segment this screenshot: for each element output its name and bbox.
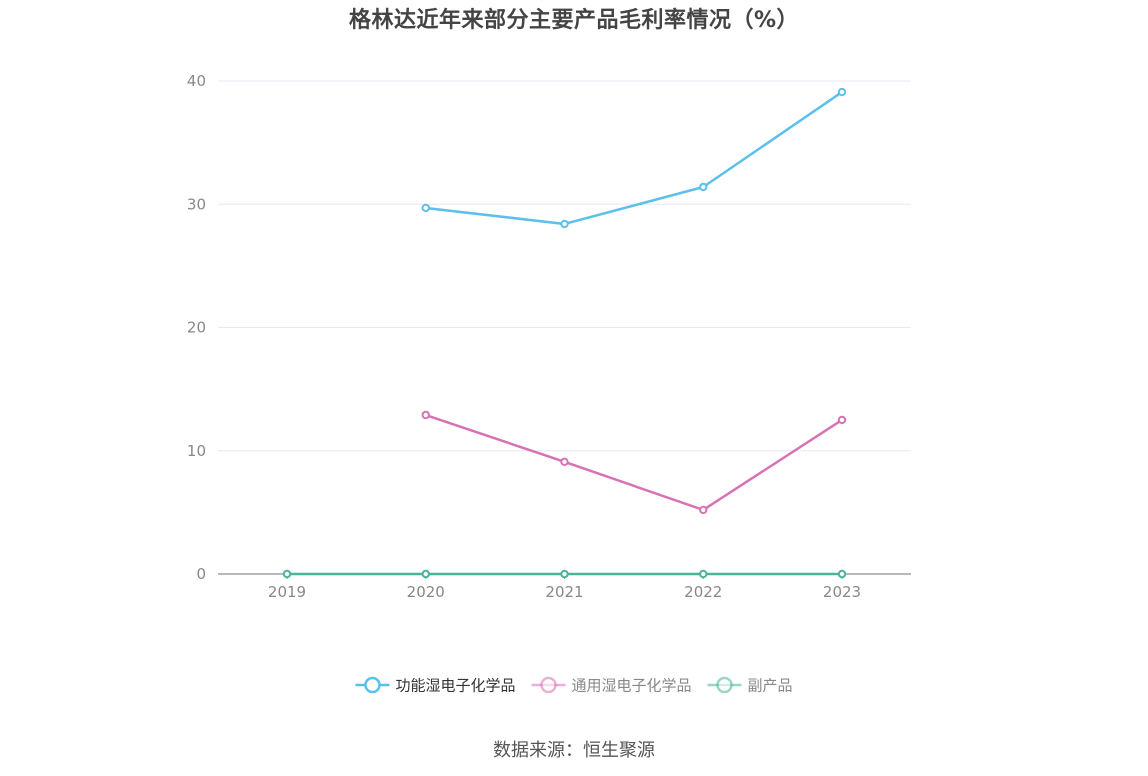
- y-tick-label-2: 20: [187, 319, 206, 337]
- legend-marker-2: [716, 676, 733, 694]
- y-tick-label-4: 40: [187, 72, 206, 90]
- grid-lines: [218, 80, 911, 452]
- y-tick-label-0: 0: [196, 565, 206, 583]
- series-0: [421, 87, 847, 229]
- legend-label-2: 副产品: [748, 677, 793, 695]
- x-tick-label-0: 2019: [268, 583, 306, 601]
- data-point-1-3[interactable]: [699, 505, 708, 515]
- series-line-0: [425, 91, 843, 226]
- y-tick-label-1: 10: [187, 442, 206, 460]
- data-point-0-2[interactable]: [560, 219, 569, 229]
- data-point-1-4[interactable]: [837, 415, 847, 425]
- data-point-0-1[interactable]: [421, 203, 430, 213]
- series-lines: [282, 87, 847, 579]
- data-point-1-1[interactable]: [421, 410, 430, 420]
- series-line-1: [425, 413, 843, 512]
- legend-item-0[interactable]: 功能湿电子化学品: [355, 676, 516, 695]
- series-2: [282, 569, 847, 579]
- data-source-note: 数据来源：恒生聚源: [493, 740, 655, 761]
- data-point-2-2[interactable]: [560, 569, 569, 579]
- x-tick-label-1: 2020: [407, 583, 445, 601]
- y-tick-label-3: 30: [187, 195, 206, 213]
- legend-item-1[interactable]: 通用湿电子化学品: [531, 676, 692, 695]
- data-point-2-4[interactable]: [837, 569, 847, 579]
- legend-marker-0: [364, 676, 381, 694]
- data-point-0-4[interactable]: [837, 87, 847, 97]
- x-tick-label-3: 2022: [684, 583, 722, 601]
- legend[interactable]: 功能湿电子化学品 通用湿电子化学品 副产品: [355, 676, 793, 695]
- legend-label-0: 功能湿电子化学品: [396, 677, 516, 695]
- chart-title: 格林达近年来部分主要产品毛利率情况（%）: [348, 8, 800, 33]
- x-tick-label-2: 2021: [545, 583, 583, 601]
- legend-marker-1: [540, 676, 557, 694]
- legend-label-1: 通用湿电子化学品: [572, 677, 692, 695]
- data-point-2-0[interactable]: [282, 569, 292, 579]
- series-1: [421, 410, 847, 515]
- x-tick-label-4: 2023: [823, 583, 861, 601]
- legend-item-2[interactable]: 副产品: [707, 676, 793, 695]
- data-point-1-2[interactable]: [560, 457, 569, 467]
- data-point-2-1[interactable]: [421, 569, 430, 579]
- data-point-0-3[interactable]: [699, 182, 708, 192]
- axes: 0 10 20 30 40 2019 2020 2021 2022 2023: [187, 72, 911, 601]
- data-point-2-3[interactable]: [699, 569, 708, 579]
